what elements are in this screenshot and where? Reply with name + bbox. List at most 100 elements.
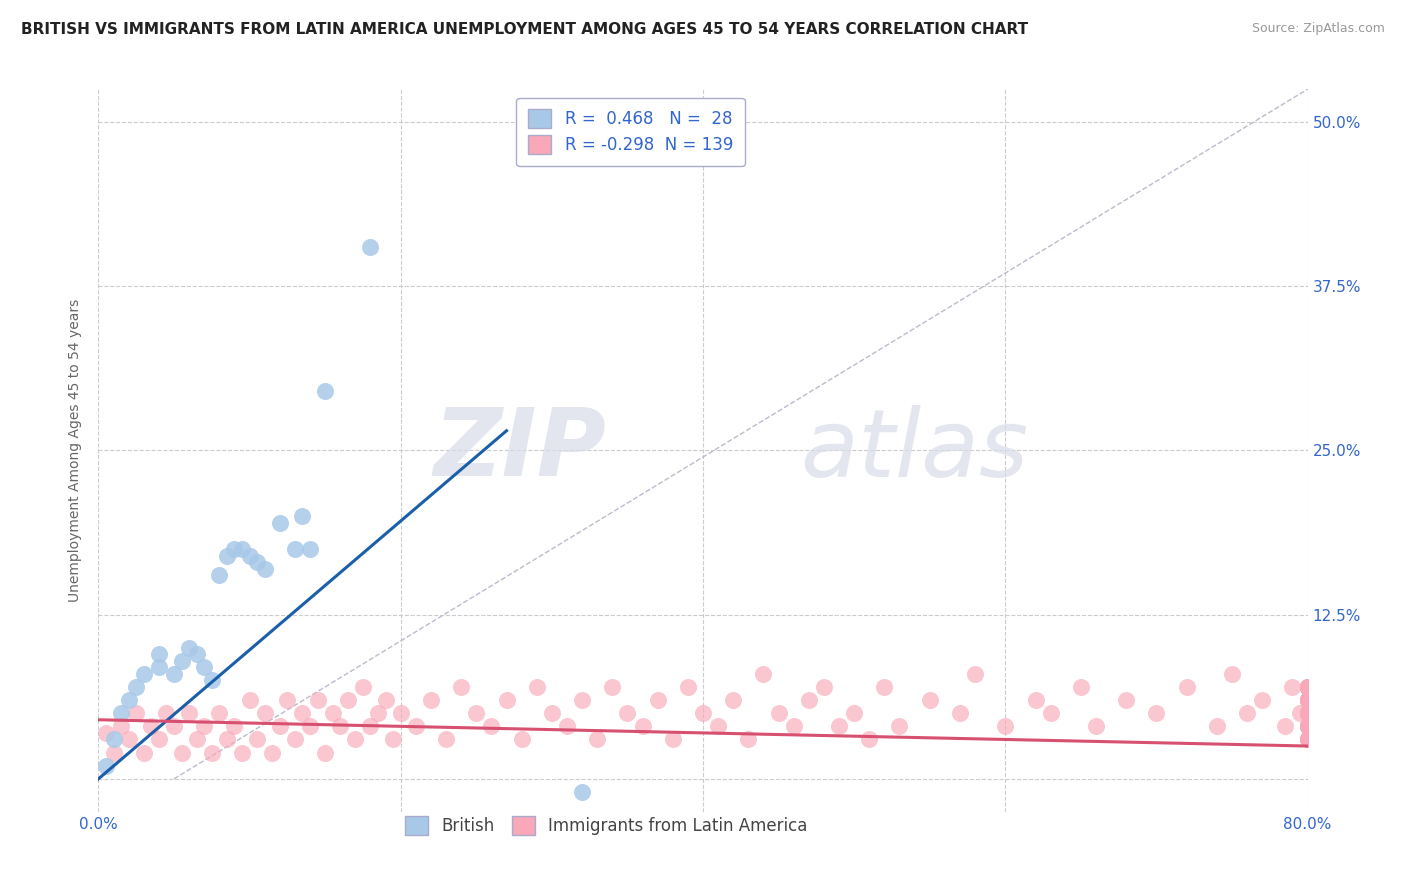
Point xyxy=(239,549,262,563)
Point xyxy=(299,719,322,733)
Point xyxy=(1296,706,1319,721)
Point xyxy=(352,680,374,694)
Point xyxy=(1296,693,1319,707)
Point xyxy=(1296,706,1319,721)
Point xyxy=(314,384,336,399)
Point xyxy=(1296,693,1319,707)
Point xyxy=(1296,680,1319,694)
Point xyxy=(1296,693,1319,707)
Point xyxy=(1296,732,1319,747)
Point xyxy=(269,516,291,530)
Point xyxy=(262,746,284,760)
Point xyxy=(783,719,806,733)
Point xyxy=(828,719,851,733)
Point xyxy=(586,732,609,747)
Point xyxy=(239,693,262,707)
Point xyxy=(481,719,503,733)
Point xyxy=(661,732,683,747)
Point xyxy=(224,541,246,556)
Point xyxy=(1296,719,1319,733)
Point xyxy=(1296,680,1319,694)
Point xyxy=(1115,693,1137,707)
Point xyxy=(1296,706,1319,721)
Point xyxy=(94,758,117,772)
Point xyxy=(616,706,638,721)
Point xyxy=(389,706,412,721)
Point xyxy=(132,746,155,760)
Point xyxy=(186,647,208,661)
Point xyxy=(1296,680,1319,694)
Point xyxy=(224,719,246,733)
Point xyxy=(163,666,186,681)
Text: Source: ZipAtlas.com: Source: ZipAtlas.com xyxy=(1251,22,1385,36)
Point xyxy=(193,719,215,733)
Point xyxy=(1236,706,1258,721)
Point xyxy=(1296,719,1319,733)
Point xyxy=(148,732,170,747)
Point xyxy=(1296,719,1319,733)
Point xyxy=(253,706,276,721)
Point xyxy=(1296,706,1319,721)
Point xyxy=(1296,680,1319,694)
Point xyxy=(450,680,472,694)
Point xyxy=(1206,719,1229,733)
Point xyxy=(1296,680,1319,694)
Point xyxy=(676,680,699,694)
Point xyxy=(231,541,253,556)
Point xyxy=(495,693,517,707)
Point xyxy=(148,647,170,661)
Point xyxy=(170,746,193,760)
Point xyxy=(949,706,972,721)
Point xyxy=(844,706,866,721)
Point xyxy=(329,719,352,733)
Point xyxy=(125,706,148,721)
Point xyxy=(1296,693,1319,707)
Point xyxy=(1296,706,1319,721)
Point xyxy=(405,719,427,733)
Point xyxy=(1296,680,1319,694)
Point xyxy=(1039,706,1062,721)
Point xyxy=(118,732,141,747)
Point xyxy=(299,541,322,556)
Point xyxy=(752,666,775,681)
Point xyxy=(322,706,344,721)
Point xyxy=(813,680,835,694)
Point xyxy=(170,654,193,668)
Point xyxy=(360,240,382,254)
Point xyxy=(284,541,307,556)
Point xyxy=(179,706,201,721)
Point xyxy=(571,785,593,799)
Point xyxy=(692,706,714,721)
Point xyxy=(208,568,231,582)
Point xyxy=(631,719,654,733)
Point xyxy=(602,680,624,694)
Point xyxy=(420,693,443,707)
Point xyxy=(858,732,880,747)
Point xyxy=(737,732,759,747)
Point xyxy=(201,746,224,760)
Point xyxy=(110,706,132,721)
Point xyxy=(555,719,578,733)
Point xyxy=(1296,680,1319,694)
Legend: British, Immigrants from Latin America: British, Immigrants from Latin America xyxy=(394,805,820,847)
Point xyxy=(571,693,593,707)
Point xyxy=(1251,693,1274,707)
Point xyxy=(382,732,405,747)
Point xyxy=(163,719,186,733)
Point xyxy=(1296,693,1319,707)
Text: BRITISH VS IMMIGRANTS FROM LATIN AMERICA UNEMPLOYMENT AMONG AGES 45 TO 54 YEARS : BRITISH VS IMMIGRANTS FROM LATIN AMERICA… xyxy=(21,22,1028,37)
Point xyxy=(246,555,269,569)
Point xyxy=(307,693,329,707)
Point xyxy=(1175,680,1198,694)
Point xyxy=(284,732,307,747)
Point xyxy=(526,680,548,694)
Point xyxy=(465,706,488,721)
Point xyxy=(186,732,208,747)
Point xyxy=(193,660,215,674)
Point xyxy=(215,549,238,563)
Point xyxy=(1289,706,1312,721)
Point xyxy=(1296,719,1319,733)
Point xyxy=(1296,719,1319,733)
Point xyxy=(291,706,314,721)
Point xyxy=(1296,732,1319,747)
